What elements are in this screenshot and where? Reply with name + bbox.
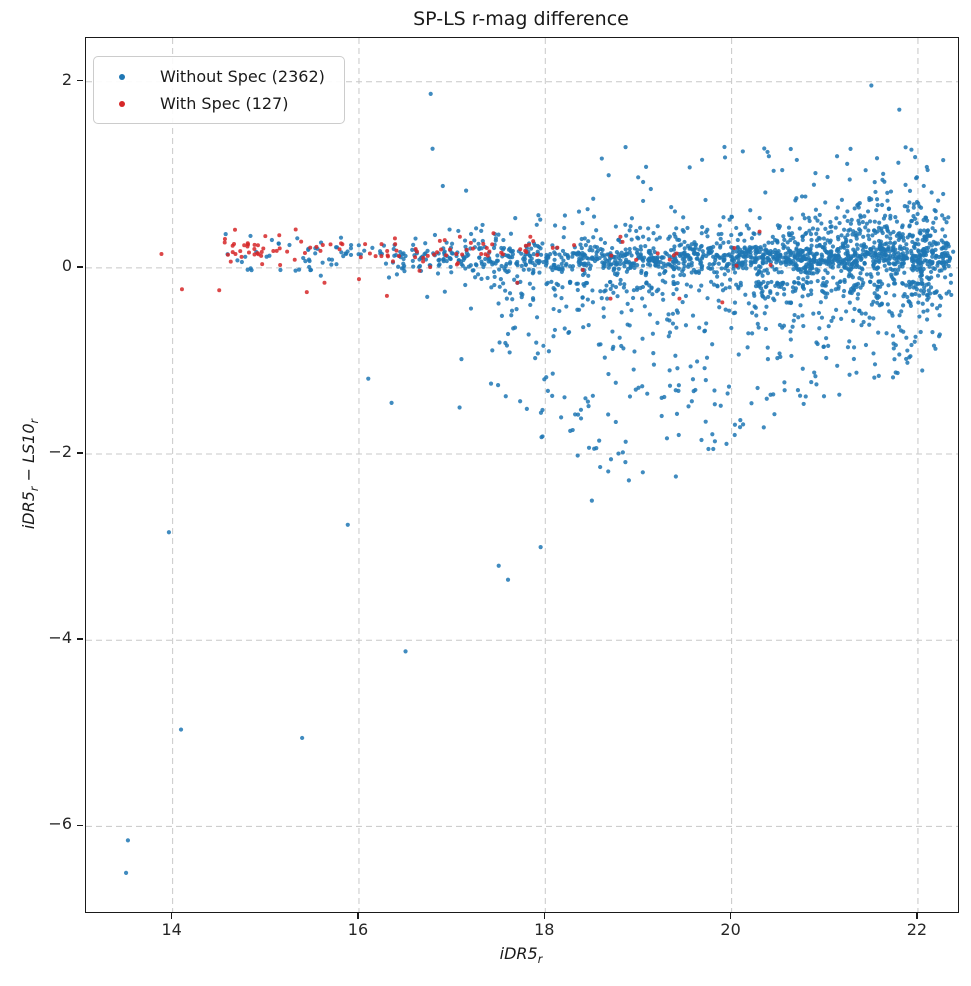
legend-swatch	[106, 100, 138, 107]
y-axis-label: iDR5r − LS10r	[18, 418, 42, 530]
y-tick-label: 2	[61, 69, 72, 89]
without-spec-marker-icon	[119, 73, 125, 80]
legend-swatch	[106, 73, 138, 80]
y-tick-label: −2	[48, 442, 72, 462]
x-tick-mark	[916, 913, 918, 919]
x-tick-label: 20	[720, 920, 741, 939]
y-tick-mark	[77, 824, 83, 827]
x-tick-label: 18	[534, 920, 555, 939]
y-tick-mark	[77, 638, 83, 640]
y-tick-mark	[77, 266, 83, 268]
legend-label-without-spec: Without Spec (2362)	[160, 67, 325, 86]
x-tick-mark	[357, 913, 359, 919]
with-spec-marker-icon	[119, 100, 125, 107]
chart-title: SP-LS r-mag difference	[413, 8, 629, 30]
y-tick-mark	[77, 452, 83, 454]
legend: Without Spec (2362) With Spec (127)	[93, 56, 345, 124]
scatter-canvas	[86, 38, 958, 912]
legend-entry-without-spec: Without Spec (2362)	[94, 63, 344, 90]
x-tick-label: 22	[906, 920, 928, 939]
y-tick-label: 0	[61, 255, 72, 275]
y-tick-label: −6	[48, 814, 72, 834]
legend-label-with-spec: With Spec (127)	[160, 94, 289, 113]
x-tick-mark	[543, 913, 546, 919]
x-tick-label: 14	[161, 920, 182, 939]
x-tick-label: 16	[347, 920, 369, 939]
x-tick-mark	[170, 913, 173, 919]
y-tick-mark	[77, 79, 83, 82]
y-tick-label: −4	[48, 628, 72, 648]
x-tick-mark	[729, 913, 732, 919]
legend-entry-with-spec: With Spec (127)	[94, 90, 344, 117]
plot-area	[85, 37, 959, 913]
x-axis-label: iDR5r	[499, 944, 543, 967]
